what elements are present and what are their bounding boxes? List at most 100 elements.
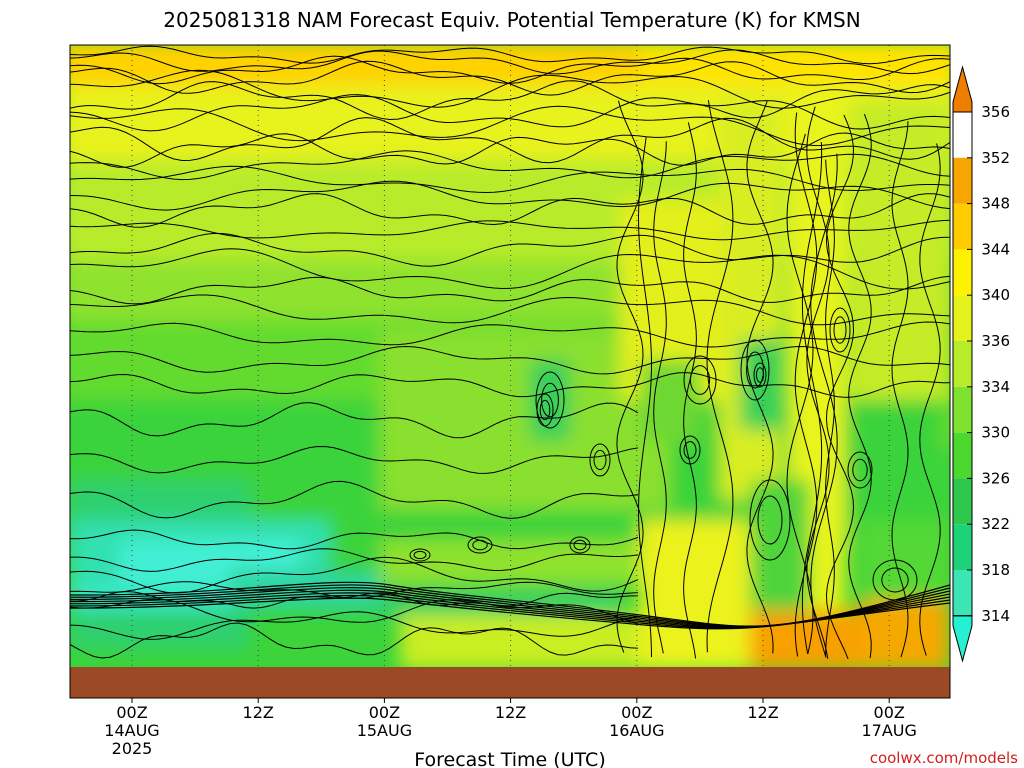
contour-line xyxy=(70,55,950,85)
contour-cell xyxy=(541,382,559,418)
contour-line xyxy=(70,345,950,375)
colorbar-segment xyxy=(953,249,972,296)
contour-cell xyxy=(852,458,868,482)
contour-line xyxy=(70,480,639,519)
colorbar-label: 356 xyxy=(981,103,1010,121)
contour-line xyxy=(848,113,872,659)
contour-line xyxy=(919,143,941,656)
contour-line xyxy=(70,321,950,348)
colorbar-label: 326 xyxy=(981,469,1010,487)
contour-line xyxy=(825,159,835,656)
contour-line xyxy=(801,141,823,655)
contour-line xyxy=(70,105,950,147)
contour-line xyxy=(825,114,855,660)
contour-cell xyxy=(589,443,611,477)
colorbar-label: 344 xyxy=(981,240,1010,258)
contour-line xyxy=(70,611,639,640)
colorbar-segment xyxy=(953,157,972,204)
contour-line xyxy=(70,49,950,75)
contour-line xyxy=(653,141,667,654)
contour-line xyxy=(637,136,652,658)
contour-cell xyxy=(573,539,587,551)
contour-line xyxy=(70,80,950,121)
contour-cell xyxy=(413,550,427,560)
contour-cell xyxy=(569,536,591,554)
credit-text: coolwx.com/models xyxy=(870,749,1018,767)
contour-line xyxy=(70,372,950,398)
contour-cell xyxy=(881,567,909,593)
colorbar-segment xyxy=(953,386,972,433)
contour-line xyxy=(806,106,830,659)
colorbar-label: 348 xyxy=(981,195,1010,213)
contour-cell xyxy=(472,539,488,551)
contour-cell xyxy=(829,307,851,353)
x-tick-year: 2025 xyxy=(112,739,153,758)
x-axis-label: Forecast Time (UTC) xyxy=(414,749,605,768)
x-tick-label: 00Z xyxy=(369,703,400,722)
x-tick-label: 00Z xyxy=(874,703,905,722)
contour-line xyxy=(70,60,950,96)
contour-line xyxy=(70,248,950,290)
colorbar-label: 330 xyxy=(981,424,1010,442)
contour-line xyxy=(810,153,838,658)
contour-cell xyxy=(847,451,873,489)
contour-cell xyxy=(409,548,431,562)
colorbar-label: 340 xyxy=(981,286,1010,304)
x-tick-label: 12Z xyxy=(243,703,274,722)
contour-line xyxy=(794,112,818,657)
colorbar-label: 352 xyxy=(981,149,1010,167)
x-tick-label: 12Z xyxy=(495,703,526,722)
contour-cell xyxy=(593,449,607,471)
contour-cell xyxy=(755,367,765,383)
x-tick-date: 16AUG xyxy=(609,721,664,740)
colorbar-label: 322 xyxy=(981,515,1010,533)
plot-frame xyxy=(69,44,951,699)
contour-cell xyxy=(753,362,767,388)
contour-cell xyxy=(683,355,717,405)
contour-line xyxy=(70,69,950,109)
colorbar-label: 318 xyxy=(981,561,1010,579)
contour-cell xyxy=(679,435,701,465)
contour-line xyxy=(70,132,950,168)
contour-cell xyxy=(683,441,697,459)
color-fill-layer xyxy=(70,45,950,670)
x-tick-date: 17AUG xyxy=(861,721,916,740)
contour-line xyxy=(706,100,734,653)
contour-line xyxy=(70,597,950,630)
contour-cell xyxy=(535,371,565,429)
colorbar-segment xyxy=(953,432,972,479)
colorbar-label: 336 xyxy=(981,332,1010,350)
colorbar-label: 314 xyxy=(981,607,1010,625)
contour-line xyxy=(683,122,697,659)
contour-lines xyxy=(70,45,950,660)
contour-line xyxy=(70,45,950,65)
x-tick-date: 14AUG xyxy=(104,721,159,740)
contour-cell xyxy=(689,365,711,395)
colorbar-segment xyxy=(953,478,972,525)
contour-cell xyxy=(467,536,493,554)
colorbar-max-arrow xyxy=(952,65,973,113)
contour-line xyxy=(70,117,950,164)
x-tick-label: 00Z xyxy=(621,703,652,722)
colorbar-segment xyxy=(953,341,972,387)
colorbar-label: 334 xyxy=(981,378,1010,396)
contour-line xyxy=(70,445,639,474)
colorbar-frame xyxy=(952,111,973,617)
contour-line xyxy=(70,556,639,594)
contour-line xyxy=(746,101,774,654)
contour-line xyxy=(70,232,950,267)
colorbar: 314 318 322 326 330 334 336 340 344 348 352 356 xyxy=(952,65,1010,663)
colorbar-segment xyxy=(953,524,972,570)
contour-line xyxy=(70,402,639,439)
contour-cell xyxy=(749,479,791,561)
contour-line xyxy=(70,622,639,659)
contour-line xyxy=(70,165,950,194)
contour-cell xyxy=(740,339,770,401)
chart-title: 2025081318 NAM Forecast Equiv. Potential… xyxy=(163,8,860,32)
x-tick-date: 15AUG xyxy=(357,721,412,740)
contour-cell xyxy=(757,495,783,545)
colorbar-segment xyxy=(953,295,972,341)
contour-cell xyxy=(536,393,554,427)
